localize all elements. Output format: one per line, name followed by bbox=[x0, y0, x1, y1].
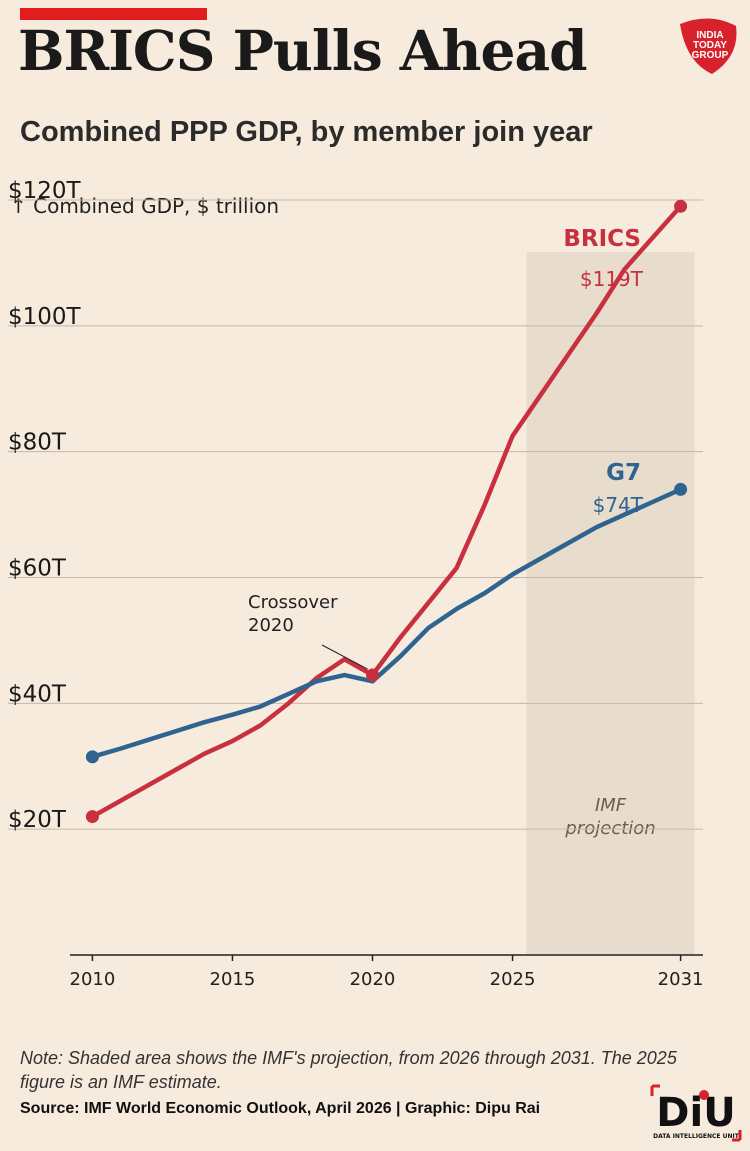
x-tick-label: 2025 bbox=[490, 969, 536, 990]
series-start-point-g7 bbox=[85, 750, 99, 764]
projection-band-label: IMF bbox=[595, 795, 627, 816]
x-tick-label: 2020 bbox=[350, 969, 396, 990]
y-tick-label: $40T bbox=[8, 681, 67, 707]
series-name-label-g7: G7 bbox=[606, 460, 641, 486]
y-tick-label: $60T bbox=[8, 556, 67, 582]
series-end-point-g7 bbox=[674, 482, 688, 496]
diu-unit-name: DATA INTELLIGENCE UNIT bbox=[653, 1133, 740, 1140]
projection-band bbox=[526, 252, 695, 955]
crossover-label: 2020 bbox=[248, 615, 294, 636]
y-tick-label: $120T bbox=[8, 180, 82, 204]
crossover-label: Crossover bbox=[248, 592, 338, 613]
india-today-group-logo: INDIA TODAY GROUP bbox=[680, 18, 737, 74]
x-tick-label: 2015 bbox=[210, 969, 256, 990]
x-tick-label: 2031 bbox=[658, 969, 704, 990]
crossover-leader-line bbox=[321, 644, 368, 670]
x-tick-label: 2010 bbox=[70, 969, 116, 990]
chart-subtitle: Combined PPP GDP, by member join year bbox=[20, 116, 593, 148]
diu-logo: DiU DATA INTELLIGENCE UNIT bbox=[650, 1084, 742, 1142]
series-end-point-brics bbox=[674, 199, 688, 213]
logo-line-1: INDIA bbox=[696, 30, 723, 41]
series-end-value-label-brics: $119T bbox=[580, 267, 644, 291]
source-line: Source: IMF World Economic Outlook, Apri… bbox=[20, 1100, 541, 1117]
logo-line-2: TODAY bbox=[693, 40, 727, 51]
footnote: Note: Shaded area shows the IMF's projec… bbox=[20, 1048, 677, 1092]
series-line-g7 bbox=[90, 487, 683, 760]
crossover-point bbox=[365, 668, 379, 682]
y-axis-label: ↑ Combined GDP, $ trillion bbox=[10, 194, 279, 218]
chart-title: BRICS Pulls Ahead bbox=[18, 18, 588, 83]
y-tick-label: $80T bbox=[8, 430, 67, 456]
diu-mark: DiU bbox=[656, 1090, 735, 1136]
series-line-brics bbox=[90, 204, 683, 819]
title-accent-bar bbox=[20, 8, 207, 20]
series-end-value-label-g7: $74T bbox=[593, 493, 644, 517]
series-start-point-brics bbox=[85, 810, 99, 824]
y-tick-label: $20T bbox=[8, 807, 67, 833]
logo-line-3: GROUP bbox=[692, 50, 729, 61]
series-name-label-brics: BRICS bbox=[563, 226, 641, 252]
projection-band-label: projection bbox=[564, 818, 655, 839]
y-tick-label: $100T bbox=[8, 304, 82, 330]
